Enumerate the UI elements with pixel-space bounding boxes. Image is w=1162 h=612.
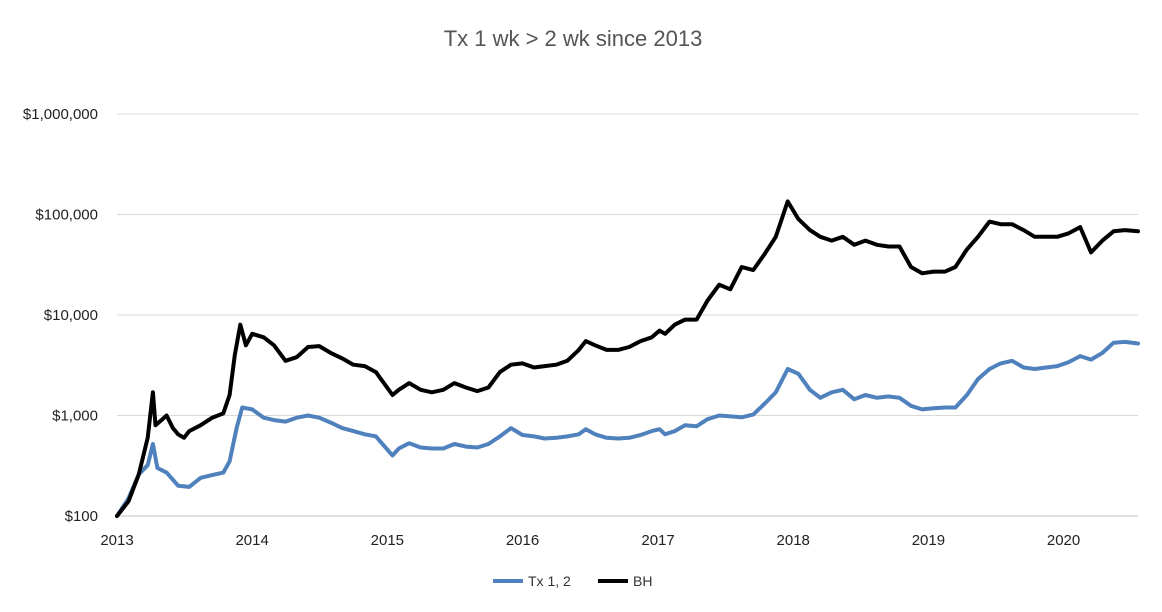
y-tick-label: $100	[65, 508, 98, 525]
x-tick-label: 2017	[641, 532, 674, 549]
x-axis-ticks: 2013 2014 2015 2016 2017 2018 2019 2020	[100, 532, 1080, 549]
legend: Tx 1, 2 BH	[493, 573, 652, 589]
x-tick-label: 2018	[777, 532, 810, 549]
x-tick-label: 2019	[912, 532, 945, 549]
y-tick-label: $1,000,000	[23, 106, 98, 123]
y-tick-label: $100,000	[35, 207, 98, 224]
chart-title: Tx 1 wk > 2 wk since 2013	[444, 26, 703, 51]
x-tick-label: 2016	[506, 532, 539, 549]
gridlines	[117, 113, 1138, 517]
y-axis-ticks: $100 $1,000 $10,000 $100,000 $1,000,000	[23, 106, 98, 525]
x-tick-label: 2013	[100, 532, 133, 549]
legend-label: Tx 1, 2	[528, 573, 571, 589]
x-tick-label: 2020	[1047, 532, 1080, 549]
legend-item: Tx 1, 2	[493, 573, 571, 589]
legend-label: BH	[633, 573, 652, 589]
y-tick-label: $10,000	[44, 307, 98, 324]
series-line-bh	[115, 199, 1140, 518]
series-line-tx-1-2	[115, 339, 1140, 518]
y-tick-label: $1,000	[52, 408, 98, 425]
legend-item: BH	[598, 573, 652, 589]
x-tick-label: 2015	[371, 532, 404, 549]
series-lines	[115, 199, 1140, 518]
x-tick-label: 2014	[235, 532, 268, 549]
